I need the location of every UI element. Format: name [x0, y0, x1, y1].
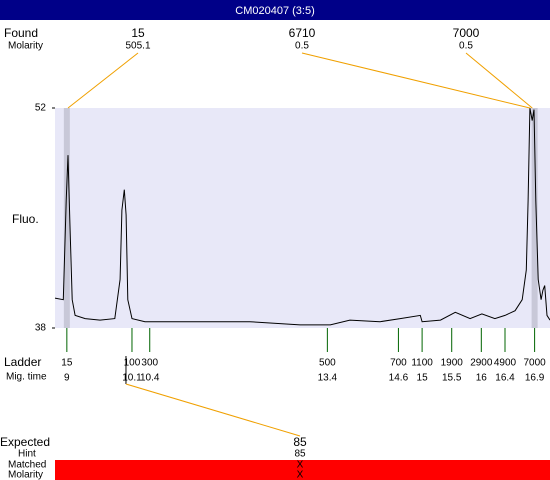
ladder-time: 9: [64, 373, 70, 384]
matched-value: X: [297, 460, 304, 471]
matched-label: Matched: [8, 460, 46, 471]
y-label: Fluo.: [12, 212, 39, 226]
found-link: [67, 52, 139, 109]
marker-band: [63, 108, 70, 328]
hint-value: 85: [294, 449, 306, 460]
ladder-size: 2900: [470, 358, 493, 369]
ladder-size: 1100: [411, 358, 433, 369]
ladder-time: 16.4: [495, 373, 515, 384]
ladder-size: 15: [61, 358, 73, 369]
molarity-row-label: Molarity: [8, 470, 43, 480]
ladder-size: 700: [390, 358, 407, 369]
molarity-value: X: [297, 470, 304, 480]
ladder-size: 4900: [494, 358, 517, 369]
ladder-time: 10.1: [122, 373, 142, 384]
ladder-size: 300: [141, 358, 158, 369]
ladder-time: 10.4: [140, 373, 160, 384]
title-bar: [0, 0, 550, 20]
ladder-size: 1900: [441, 358, 464, 369]
expected-label: Expected: [0, 435, 50, 449]
matched-bar: [55, 460, 550, 480]
expected-link: [125, 383, 301, 437]
found-link: [465, 52, 533, 109]
found-size: 7000: [453, 26, 480, 40]
ladder-time: 13.4: [318, 373, 338, 384]
ladder-time: 15.5: [442, 373, 462, 384]
found-molarity: 0.5: [459, 41, 473, 52]
plot-area: [55, 108, 550, 328]
ladder-time: 16: [476, 373, 488, 384]
ladder-time: 15: [417, 373, 429, 384]
ladder-size: 7000: [523, 358, 546, 369]
found-size: 15: [131, 26, 145, 40]
trace: [54, 107, 550, 326]
marker-band: [531, 108, 538, 328]
ladder-label: Ladder: [4, 355, 41, 369]
title: CM020407 (3:5): [235, 5, 315, 17]
found-label: Found: [4, 26, 38, 40]
found-size: 6710: [289, 26, 316, 40]
hint-label: Hint: [18, 449, 36, 460]
found-link: [301, 52, 530, 109]
y-tick-label: 52: [35, 103, 47, 114]
found-molarity: 505.1: [125, 41, 150, 52]
ladder-time: 14.6: [389, 373, 409, 384]
mig-time-label: Mig. time: [6, 372, 47, 383]
expected-value: 85: [293, 435, 307, 449]
y-tick-label: 38: [35, 323, 47, 334]
molarity-label: Molarity: [8, 41, 43, 52]
ladder-size: 100: [124, 358, 141, 369]
ladder-size: 500: [319, 358, 336, 369]
ladder-time: 16.9: [525, 373, 545, 384]
found-molarity: 0.5: [295, 41, 309, 52]
